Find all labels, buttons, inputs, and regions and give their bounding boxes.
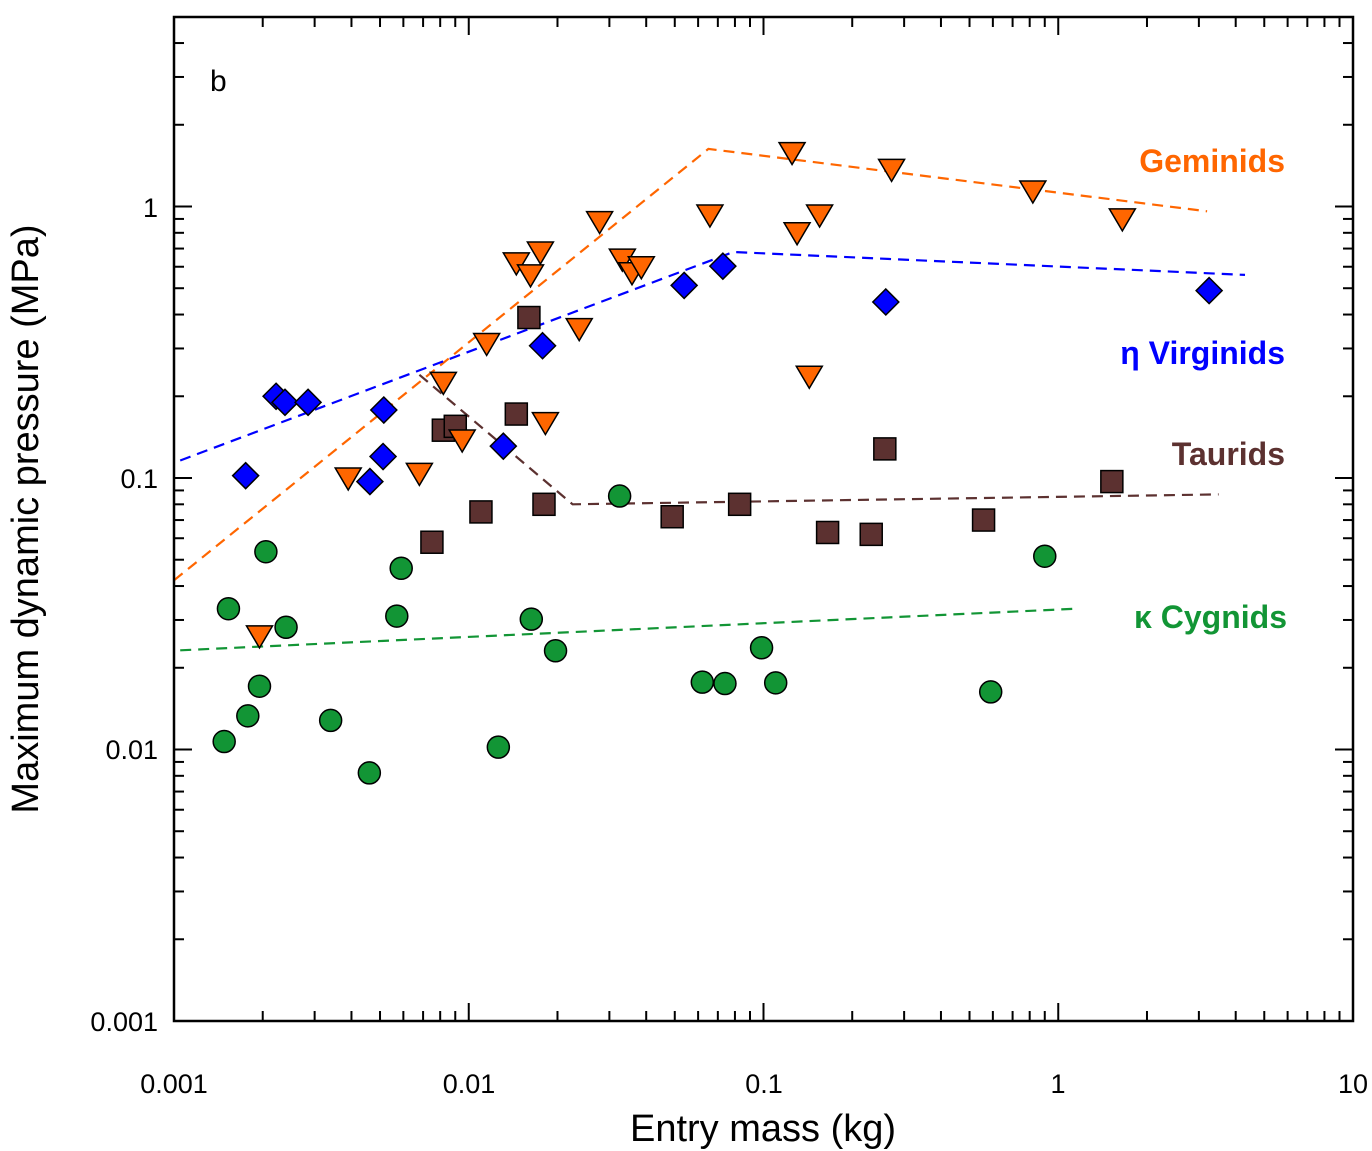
trend-line-3	[180, 607, 1077, 652]
data-point	[690, 670, 715, 694]
series-label-eta-virginids: η Virginids	[1120, 335, 1285, 371]
data-point	[489, 432, 518, 461]
data-point	[978, 680, 1003, 704]
data-point	[782, 222, 812, 247]
data-point	[501, 252, 531, 277]
data-point	[670, 271, 699, 300]
data-point	[270, 388, 300, 417]
data-point	[526, 241, 555, 266]
data-point	[469, 500, 493, 524]
data-point	[368, 442, 398, 471]
data-point	[531, 411, 560, 437]
data-point	[236, 704, 260, 728]
y-tick-label-0: 0.001	[90, 1007, 158, 1037]
data-point	[519, 607, 544, 631]
y-tick-label-2: 0.1	[120, 464, 158, 494]
data-point	[585, 210, 614, 236]
y-axis-title: Maximum dynamic pressure (MPa)	[5, 224, 47, 813]
data-points	[212, 141, 1224, 785]
data-point	[231, 461, 260, 490]
data-point	[543, 639, 568, 663]
data-point	[212, 729, 236, 754]
data-point	[245, 625, 274, 650]
data-point	[749, 636, 774, 660]
data-point	[607, 484, 632, 508]
data-point	[708, 252, 737, 281]
ticks	[173, 17, 1354, 1022]
data-point	[532, 492, 556, 517]
data-point	[420, 530, 444, 554]
series-label-taurids: Taurids	[1172, 436, 1285, 472]
data-point	[504, 402, 529, 426]
x-tick-label-1: 0.01	[443, 1069, 496, 1099]
data-point	[1108, 208, 1137, 233]
data-point	[357, 761, 382, 785]
data-point	[355, 467, 384, 496]
data-point	[447, 429, 477, 454]
data-point	[516, 264, 545, 289]
data-point	[528, 331, 557, 360]
data-point	[274, 615, 298, 640]
data-point	[1100, 469, 1124, 494]
data-point	[815, 520, 840, 545]
data-point	[660, 504, 684, 529]
series-label-geminids: Geminids	[1139, 143, 1285, 179]
data-point	[873, 437, 897, 461]
data-point	[713, 671, 737, 696]
data-point	[727, 492, 752, 517]
data-point	[405, 462, 434, 487]
trend-line-2	[418, 373, 1219, 506]
x-tick-label-0: 0.001	[140, 1069, 208, 1099]
data-point	[247, 674, 272, 698]
data-point	[777, 141, 807, 167]
data-point	[517, 305, 541, 330]
data-point	[971, 508, 996, 532]
data-point	[1033, 544, 1057, 568]
data-point	[486, 735, 511, 759]
data-point	[871, 287, 900, 317]
data-point	[564, 317, 594, 343]
x-tick-label-4: 10	[1338, 1069, 1368, 1099]
data-point	[859, 522, 883, 547]
trend-lines	[173, 147, 1246, 652]
data-point	[254, 540, 278, 564]
x-tick-label-3: 1	[1050, 1069, 1065, 1099]
data-point	[216, 596, 241, 621]
series-label-kappa-cygnids: κ Cygnids	[1134, 599, 1287, 635]
trend-line-0	[173, 147, 1208, 582]
x-axis-title: Entry mass (kg)	[630, 1108, 896, 1150]
data-point	[389, 556, 413, 581]
data-point	[429, 371, 458, 396]
data-point	[1195, 276, 1224, 305]
data-point	[877, 158, 906, 183]
y-tick-label-3: 1	[143, 193, 158, 223]
data-point	[608, 248, 637, 273]
x-tick-label-2: 0.1	[745, 1069, 783, 1099]
data-point	[318, 708, 343, 733]
data-point	[333, 467, 363, 492]
data-point	[695, 204, 725, 229]
data-point	[294, 388, 323, 417]
data-point	[805, 204, 834, 229]
data-point	[763, 671, 788, 695]
data-point	[472, 332, 501, 357]
data-point	[385, 604, 409, 628]
data-point	[1018, 180, 1048, 205]
data-point	[369, 395, 398, 425]
data-point	[627, 255, 656, 281]
panel-letter: b	[210, 65, 227, 98]
data-point	[794, 365, 824, 390]
y-tick-label-1: 0.01	[105, 735, 158, 765]
